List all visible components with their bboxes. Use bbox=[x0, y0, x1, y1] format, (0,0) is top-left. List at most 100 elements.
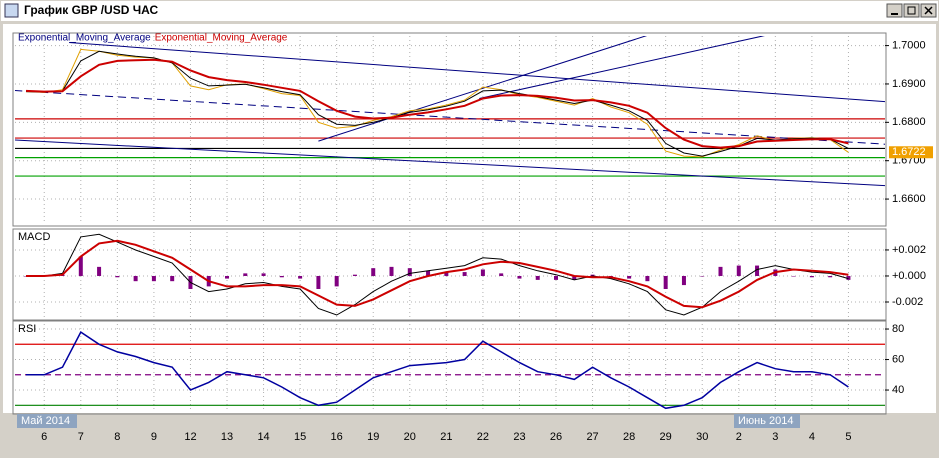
title-bar bbox=[1, 1, 938, 21]
histogram-bar bbox=[846, 275, 851, 280]
x-tick-label: 16 bbox=[331, 431, 343, 443]
x-tick-label: 9 bbox=[151, 431, 157, 443]
window-title: График GBP /USD ЧАС bbox=[24, 3, 158, 17]
histogram-bar bbox=[700, 275, 705, 277]
trend-line bbox=[15, 90, 885, 145]
trend-line bbox=[15, 139, 885, 187]
x-tick-label: 26 bbox=[550, 431, 562, 443]
x-tick-label: 7 bbox=[78, 431, 84, 443]
x-tick-label: 15 bbox=[294, 431, 306, 443]
histogram-bar bbox=[151, 275, 156, 282]
panel-frame bbox=[12, 32, 887, 227]
histogram-bar bbox=[243, 273, 248, 276]
y-tick-label: 1.6600 bbox=[892, 193, 926, 205]
month-label: Май 2014 bbox=[21, 415, 70, 427]
histogram-bar bbox=[645, 275, 650, 282]
x-tick-label: 14 bbox=[257, 431, 269, 443]
y-tick-label: 1.6800 bbox=[892, 116, 926, 128]
histogram-bar bbox=[371, 268, 376, 276]
x-tick-label: 12 bbox=[184, 431, 196, 443]
y-tick-label: 1.6900 bbox=[892, 78, 926, 90]
histogram-bar bbox=[115, 275, 120, 278]
histogram-bar bbox=[572, 275, 577, 280]
legend-entry: Exponential_Moving_Average bbox=[18, 33, 151, 44]
histogram-bar bbox=[23, 275, 28, 277]
maximize-glyph bbox=[907, 6, 916, 15]
histogram-bar bbox=[809, 275, 814, 278]
window-icon bbox=[4, 3, 19, 18]
y-tick-label: +0.000 bbox=[892, 270, 926, 282]
histogram-bar bbox=[444, 272, 449, 276]
close-glyph bbox=[924, 6, 933, 15]
x-tick-label: 2 bbox=[736, 431, 742, 443]
histogram-bar bbox=[426, 270, 431, 276]
x-tick-label: 29 bbox=[660, 431, 672, 443]
x-tick-label: 8 bbox=[114, 431, 120, 443]
plot bbox=[15, 36, 885, 224]
x-tick-label: 5 bbox=[845, 431, 851, 443]
y-tick-label: 40 bbox=[892, 384, 904, 396]
panel-frame bbox=[12, 228, 887, 321]
histogram-bar bbox=[298, 275, 303, 279]
x-tick-label: 13 bbox=[221, 431, 233, 443]
histogram-bar bbox=[170, 275, 175, 282]
x-tick-label: 28 bbox=[623, 431, 635, 443]
histogram-bar bbox=[681, 275, 686, 286]
x-tick-label: 21 bbox=[440, 431, 452, 443]
series-line bbox=[26, 331, 849, 410]
plot bbox=[15, 232, 885, 318]
trend-line bbox=[318, 36, 648, 142]
y-tick-label: 1.7000 bbox=[892, 39, 926, 51]
panel-title: MACD bbox=[18, 231, 50, 243]
histogram-bar bbox=[261, 273, 266, 276]
histogram-bar bbox=[791, 275, 796, 277]
window-buttons[interactable] bbox=[886, 3, 937, 18]
histogram-bar bbox=[462, 272, 467, 276]
histogram-bar bbox=[97, 266, 102, 276]
last-price-box bbox=[889, 146, 933, 159]
series-line bbox=[26, 233, 849, 316]
x-tick-label: 20 bbox=[404, 431, 416, 443]
histogram-bar bbox=[554, 275, 559, 280]
x-tick-label: 3 bbox=[772, 431, 778, 443]
histogram-bar bbox=[133, 275, 138, 282]
y-tick-label: +0.002 bbox=[892, 244, 926, 256]
histogram-bar bbox=[755, 265, 760, 276]
x-tick-label: 6 bbox=[41, 431, 47, 443]
y-tick-label: 60 bbox=[892, 353, 904, 365]
legend-entry: Exponential_Moving_Average bbox=[155, 33, 288, 44]
series-line bbox=[26, 239, 849, 309]
last-price-label: 1.6722 bbox=[892, 146, 926, 158]
y-tick-label: 80 bbox=[892, 323, 904, 335]
histogram-bar bbox=[828, 275, 833, 278]
histogram-bar bbox=[407, 268, 412, 276]
histogram-bar bbox=[736, 265, 741, 276]
histogram-bar bbox=[718, 266, 723, 276]
histogram-bar bbox=[480, 269, 485, 276]
histogram-bar bbox=[389, 266, 394, 276]
y-tick-label: -0.002 bbox=[892, 296, 923, 308]
histogram-bar bbox=[535, 275, 540, 280]
histogram-bar bbox=[225, 275, 230, 279]
histogram-bar bbox=[352, 274, 357, 276]
histogram-bar bbox=[517, 275, 522, 279]
histogram-bar bbox=[590, 274, 595, 276]
series-line bbox=[25, 58, 849, 149]
month-label: Июнь 2014 bbox=[738, 415, 794, 427]
minimize-button[interactable] bbox=[886, 3, 903, 18]
histogram-bar bbox=[279, 275, 284, 278]
plot bbox=[15, 324, 885, 412]
trend-line bbox=[479, 36, 765, 100]
panel-title: RSI bbox=[18, 323, 36, 335]
x-tick-label: 4 bbox=[809, 431, 815, 443]
histogram-bar bbox=[78, 256, 83, 276]
month-label-box bbox=[734, 414, 800, 428]
x-tick-label: 22 bbox=[477, 431, 489, 443]
histogram-bar bbox=[663, 275, 668, 289]
x-tick-label: 30 bbox=[696, 431, 708, 443]
panel-frame bbox=[12, 320, 887, 415]
maximize-button[interactable] bbox=[903, 3, 920, 18]
x-tick-label: 23 bbox=[513, 431, 525, 443]
histogram-bar bbox=[334, 275, 339, 287]
